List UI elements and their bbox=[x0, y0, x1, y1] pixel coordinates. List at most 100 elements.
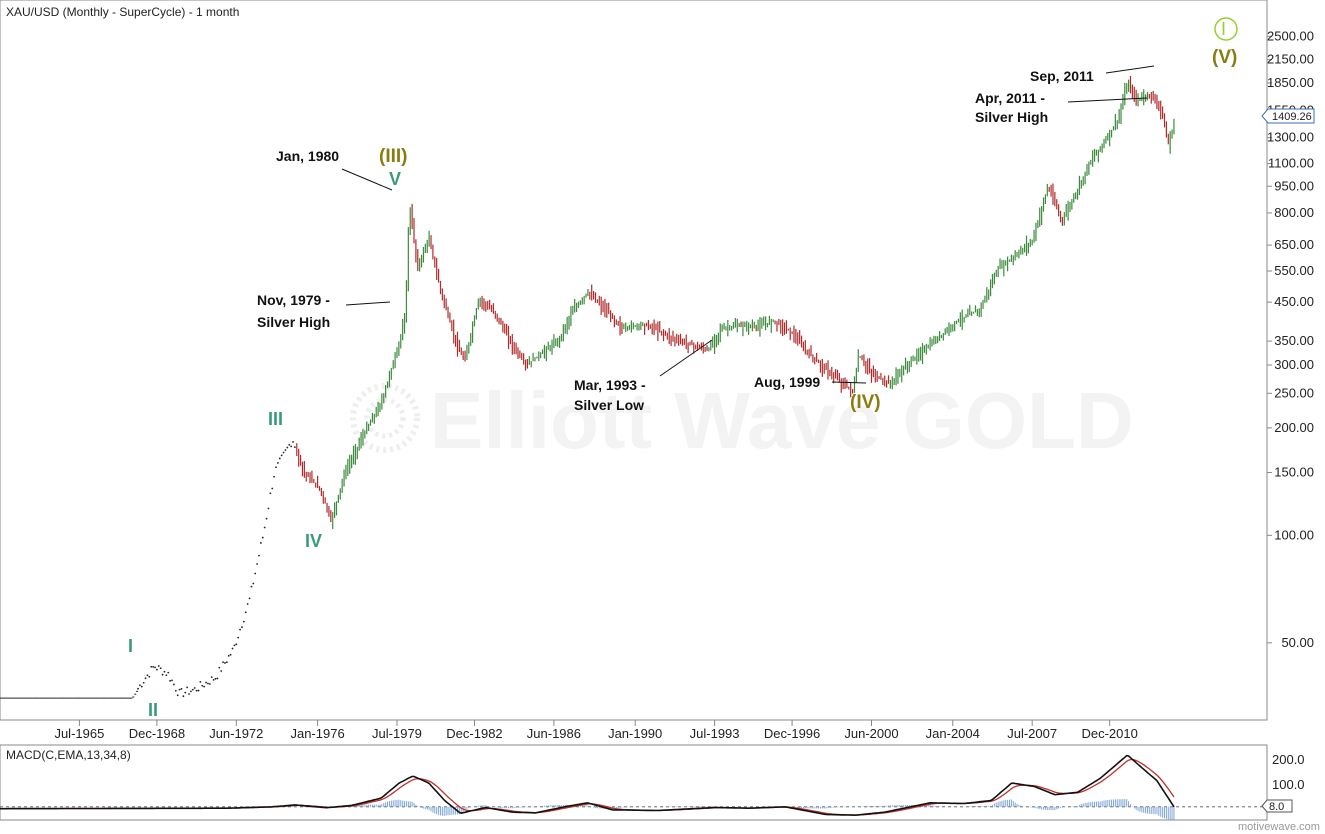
price-bar bbox=[290, 445, 293, 448]
macd-tick-100: 100.0 bbox=[1272, 777, 1305, 792]
y-tick-label: 350.00 bbox=[1274, 333, 1314, 348]
x-tick-label: Jun-1972 bbox=[209, 726, 263, 741]
price-bar bbox=[218, 666, 221, 669]
y-tick-label: 550.00 bbox=[1274, 263, 1314, 278]
price-bar bbox=[138, 684, 141, 687]
x-tick-label: Jan-1976 bbox=[290, 726, 344, 741]
macd-tick-200: 200.0 bbox=[1272, 752, 1305, 767]
price-bar bbox=[176, 694, 179, 697]
x-tick-label: Jul-1993 bbox=[690, 726, 740, 741]
price-bar bbox=[239, 628, 241, 631]
price-bar bbox=[229, 653, 232, 656]
annotation-aug-1999: Aug, 1999 bbox=[754, 374, 820, 390]
y-tick-label: 650.00 bbox=[1274, 237, 1314, 252]
macd-line bbox=[0, 754, 1175, 817]
y-tick-label: 250.00 bbox=[1274, 385, 1314, 400]
wave-label-primary-V: (V) bbox=[1212, 47, 1237, 68]
x-tick-label: Dec-1982 bbox=[446, 726, 502, 741]
wave-label-II: II bbox=[148, 700, 158, 720]
y-tick-label: 1300.00 bbox=[1267, 130, 1314, 145]
y-tick-label: 100.00 bbox=[1274, 527, 1314, 542]
last-price-marker: 1409.26 bbox=[1261, 108, 1315, 124]
y-tick-label: 150.00 bbox=[1274, 464, 1314, 479]
wave-label-I: I bbox=[128, 636, 133, 656]
price-bar bbox=[142, 681, 145, 684]
price-bar bbox=[227, 654, 230, 657]
svg-text:I: I bbox=[1221, 19, 1226, 39]
y-axis: 2500.002150.001850.001550.001300.001100.… bbox=[1267, 28, 1314, 650]
price-bar bbox=[161, 673, 164, 676]
wave-label-cycle-I: I bbox=[1214, 17, 1238, 41]
annotation-silver-high-1979: Silver High bbox=[257, 314, 330, 330]
price-bar bbox=[273, 475, 276, 478]
price-bar bbox=[292, 440, 294, 443]
wave-label-IV: IV bbox=[305, 531, 322, 551]
price-bar bbox=[150, 665, 153, 668]
price-bar bbox=[259, 542, 262, 544]
price-bar bbox=[193, 687, 196, 689]
price-bar bbox=[241, 626, 243, 629]
price-bar bbox=[165, 674, 168, 677]
price-bar bbox=[182, 695, 185, 698]
footer-credit: motivewave.com bbox=[1238, 821, 1320, 833]
x-tick-label: Jul-2007 bbox=[1007, 726, 1057, 741]
chart-title: XAU/USD (Monthly - SuperCycle) - 1 month bbox=[6, 5, 239, 19]
price-bar bbox=[191, 688, 194, 691]
x-axis: Jul-1965 Dec-1968 Jun-1972 Jan-1976 Jul-1979… bbox=[54, 720, 1138, 741]
price-bar bbox=[210, 676, 213, 679]
price-bar bbox=[214, 677, 217, 680]
y-tick-label: 800.00 bbox=[1274, 205, 1314, 220]
price-bar bbox=[222, 661, 224, 663]
watermark: Elliott Wave GOLD bbox=[430, 376, 1134, 465]
price-bar bbox=[248, 597, 251, 600]
price-bar bbox=[275, 466, 277, 469]
price-bar bbox=[197, 689, 200, 692]
price-bar bbox=[286, 446, 289, 449]
price-bar bbox=[190, 690, 192, 693]
wave-label-primary-IV: (IV) bbox=[850, 392, 881, 413]
price-bar bbox=[157, 665, 160, 667]
price-bar bbox=[167, 671, 170, 674]
x-tick-label: Dec-2010 bbox=[1081, 726, 1137, 741]
price-bar bbox=[256, 563, 258, 565]
y-tick-label: 2150.00 bbox=[1267, 52, 1314, 67]
price-bar bbox=[180, 687, 183, 690]
y-tick-label: 450.00 bbox=[1274, 294, 1314, 309]
macd-last-value: 8.0 bbox=[1269, 801, 1284, 813]
watermark-logo bbox=[350, 383, 420, 453]
price-bar bbox=[171, 679, 173, 682]
price-bar bbox=[235, 643, 238, 646]
price-bar bbox=[208, 683, 211, 685]
price-bar bbox=[267, 507, 270, 510]
price-bar bbox=[140, 685, 143, 688]
price-bar bbox=[184, 691, 187, 694]
price-bar bbox=[203, 685, 206, 688]
macd-indicator bbox=[0, 754, 1267, 821]
price-bar bbox=[148, 675, 151, 678]
x-tick-label: Jun-2000 bbox=[844, 726, 898, 741]
wave-label-III: III bbox=[268, 409, 283, 429]
price-bars bbox=[0, 75, 1175, 699]
price-bar bbox=[163, 670, 166, 673]
wave-label-V: V bbox=[389, 169, 401, 189]
price-bar bbox=[224, 662, 226, 664]
y-tick-label: 950.00 bbox=[1274, 178, 1314, 193]
price-bar bbox=[280, 454, 283, 457]
price-bar bbox=[242, 620, 245, 623]
x-tick-label: Jul-1979 bbox=[372, 726, 422, 741]
price-bar bbox=[254, 572, 257, 575]
price-bar bbox=[195, 689, 198, 692]
price-bar bbox=[233, 644, 236, 647]
annotation-nov-1979: Nov, 1979 - bbox=[257, 292, 330, 308]
price-bar bbox=[278, 457, 281, 460]
price-bar bbox=[288, 443, 291, 446]
price-bar bbox=[199, 681, 202, 683]
last-price-label: 1409.26 bbox=[1272, 111, 1312, 123]
price-bar bbox=[271, 487, 274, 490]
wave-label-primary-III: (III) bbox=[379, 146, 408, 167]
price-bar bbox=[159, 667, 162, 670]
y-tick-label: 1850.00 bbox=[1267, 75, 1314, 90]
y-tick-label: 200.00 bbox=[1274, 420, 1314, 435]
price-bar bbox=[137, 687, 139, 690]
annotation-jan-1980: Jan, 1980 bbox=[276, 148, 339, 164]
